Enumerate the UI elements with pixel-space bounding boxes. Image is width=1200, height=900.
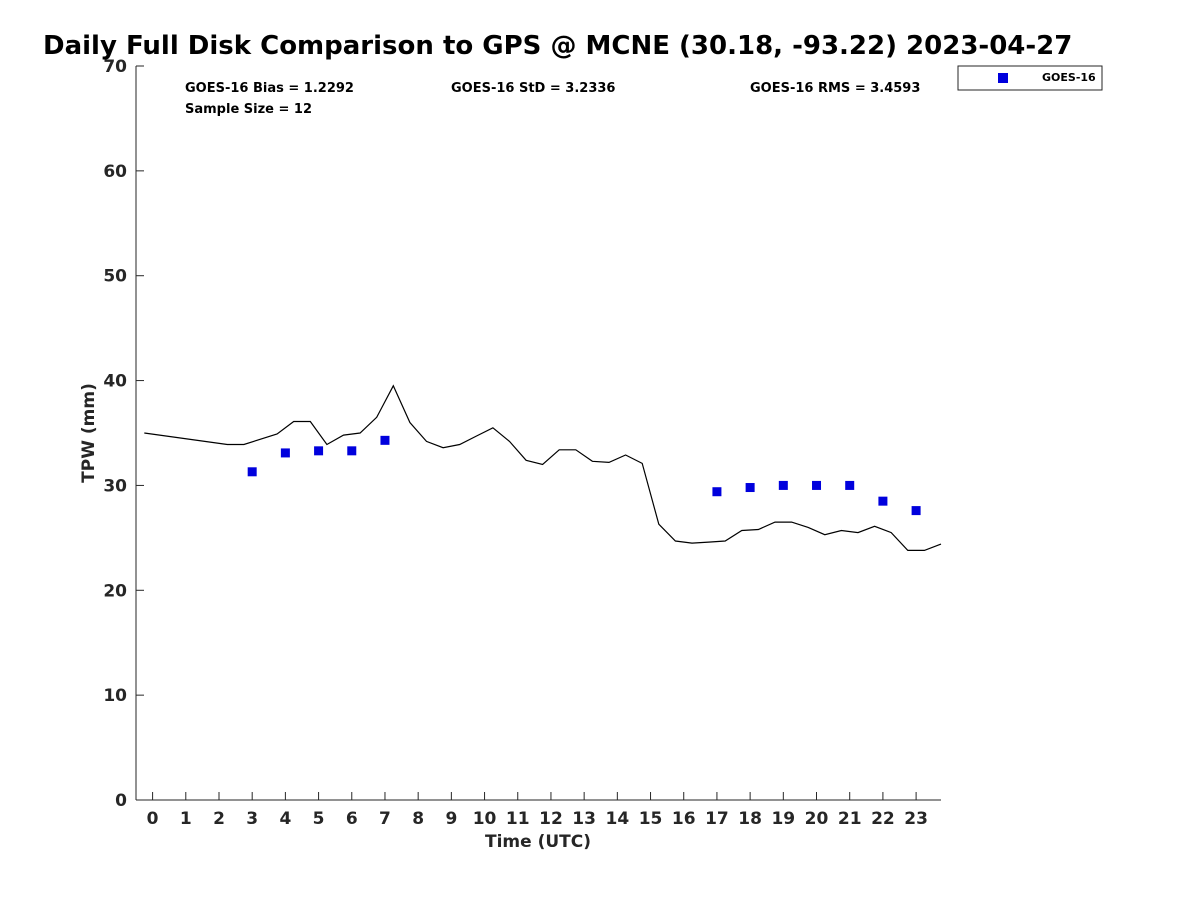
- goes16-point: [712, 487, 722, 497]
- y-tick-label: 30: [103, 476, 127, 496]
- x-tick-label: 17: [705, 809, 729, 829]
- goes16-point: [845, 480, 855, 490]
- goes16-point: [812, 480, 822, 490]
- goes16-point: [314, 446, 324, 456]
- x-tick-label: 21: [838, 809, 862, 829]
- x-axis-ticks: 0 1 2 3 4 5 6 7 8 9 10 11 12 13 14 15 16 17 18 19 20 21 22 23: [147, 792, 928, 829]
- goes16-point: [778, 480, 788, 490]
- x-tick-label: 20: [805, 809, 829, 829]
- legend-label-goes16: GOES-16: [1042, 71, 1096, 84]
- x-tick-label: 12: [539, 809, 563, 829]
- x-tick-label: 0: [147, 809, 159, 829]
- x-axis-label: Time (UTC): [485, 832, 591, 852]
- x-tick-label: 9: [445, 809, 457, 829]
- goes16-point: [878, 496, 888, 506]
- legend-box: [957, 65, 1103, 91]
- gps-line: [144, 384, 942, 552]
- bias-stat: GOES-16 Bias = 1.2292: [185, 81, 354, 96]
- x-tick-label: 4: [279, 809, 291, 829]
- std-stat: GOES-16 StD = 3.2336: [451, 81, 615, 96]
- rms-stat: GOES-16 RMS = 3.4593: [750, 81, 920, 96]
- x-tick-label: 8: [412, 809, 424, 829]
- series-layer: [144, 384, 942, 552]
- y-tick-label: 10: [103, 686, 127, 706]
- y-tick-label: 70: [103, 57, 127, 77]
- x-tick-label: 18: [738, 809, 762, 829]
- x-tick-label: 1: [180, 809, 192, 829]
- x-tick-label: 3: [246, 809, 258, 829]
- x-tick-label: 10: [473, 809, 497, 829]
- goes16-point: [745, 483, 755, 493]
- goes16-point: [280, 448, 290, 458]
- goes16-point: [380, 435, 390, 445]
- goes16-point: [911, 506, 921, 516]
- plot-area: [135, 66, 941, 801]
- x-tick-label: 16: [672, 809, 696, 829]
- x-tick-label: 11: [506, 809, 530, 829]
- x-tick-label: 23: [904, 809, 928, 829]
- x-tick-label: 5: [313, 809, 325, 829]
- x-tick-label: 19: [771, 809, 795, 829]
- x-tick-label: 7: [379, 809, 391, 829]
- x-tick-label: 15: [639, 809, 663, 829]
- x-tick-label: 22: [871, 809, 895, 829]
- x-tick-label: 13: [572, 809, 596, 829]
- y-tick-label: 0: [115, 791, 127, 811]
- y-axis-ticks: 0 10 20 30 40 50 60 70: [103, 57, 144, 811]
- legend-marker-goes16: [998, 73, 1008, 83]
- y-tick-label: 50: [103, 267, 127, 287]
- chart-title: Daily Full Disk Comparison to GPS @ MCNE…: [43, 31, 1072, 61]
- plot-background: [136, 66, 941, 800]
- x-tick-label: 14: [606, 809, 630, 829]
- x-tick-label: 2: [213, 809, 225, 829]
- sample-size-stat: Sample Size = 12: [185, 102, 312, 117]
- x-tick-label: 6: [346, 809, 358, 829]
- goes16-point: [347, 446, 357, 456]
- goes16-point: [247, 467, 257, 477]
- y-tick-label: 60: [103, 162, 127, 182]
- y-axis-label: TPW (mm): [79, 383, 99, 483]
- y-tick-label: 20: [103, 581, 127, 601]
- y-tick-label: 40: [103, 372, 127, 392]
- legend: GOES-16: [957, 65, 1103, 91]
